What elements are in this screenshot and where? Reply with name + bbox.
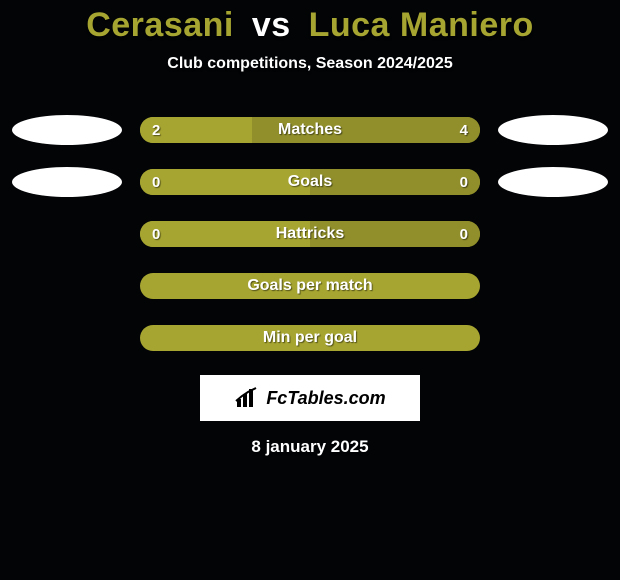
stat-bar: Goals per match — [140, 273, 480, 299]
stat-label: Hattricks — [140, 221, 480, 247]
stat-rows-container: 24Matches 00Goals 00Hattricks Goals per mat… — [0, 115, 620, 353]
stat-label: Min per goal — [140, 325, 480, 351]
player2-badge — [498, 167, 608, 197]
stat-bar: 24Matches — [140, 117, 480, 143]
stat-row: Goals per match — [0, 271, 620, 301]
stat-bar: 00Hattricks — [140, 221, 480, 247]
logo-box: FcTables.com — [200, 375, 420, 421]
stat-label: Goals per match — [140, 273, 480, 299]
player2-badge — [498, 115, 608, 145]
stat-row: 00Hattricks — [0, 219, 620, 249]
subtitle: Club competitions, Season 2024/2025 — [0, 55, 620, 73]
stat-row: 00Goals — [0, 167, 620, 197]
page-title: Cerasani vs Luca Maniero — [0, 0, 620, 45]
stat-label: Matches — [140, 117, 480, 143]
player2-name: Luca Maniero — [309, 6, 534, 44]
stat-row: Min per goal — [0, 323, 620, 353]
date-text: 8 january 2025 — [0, 437, 620, 457]
logo-text: FcTables.com — [266, 388, 385, 409]
stat-bar: Min per goal — [140, 325, 480, 351]
player1-badge — [12, 115, 122, 145]
logo-chart-icon — [234, 387, 260, 409]
player1-badge — [12, 167, 122, 197]
vs-separator: vs — [252, 6, 291, 44]
player1-name: Cerasani — [86, 6, 234, 44]
stat-row: 24Matches — [0, 115, 620, 145]
stat-bar: 00Goals — [140, 169, 480, 195]
stat-label: Goals — [140, 169, 480, 195]
